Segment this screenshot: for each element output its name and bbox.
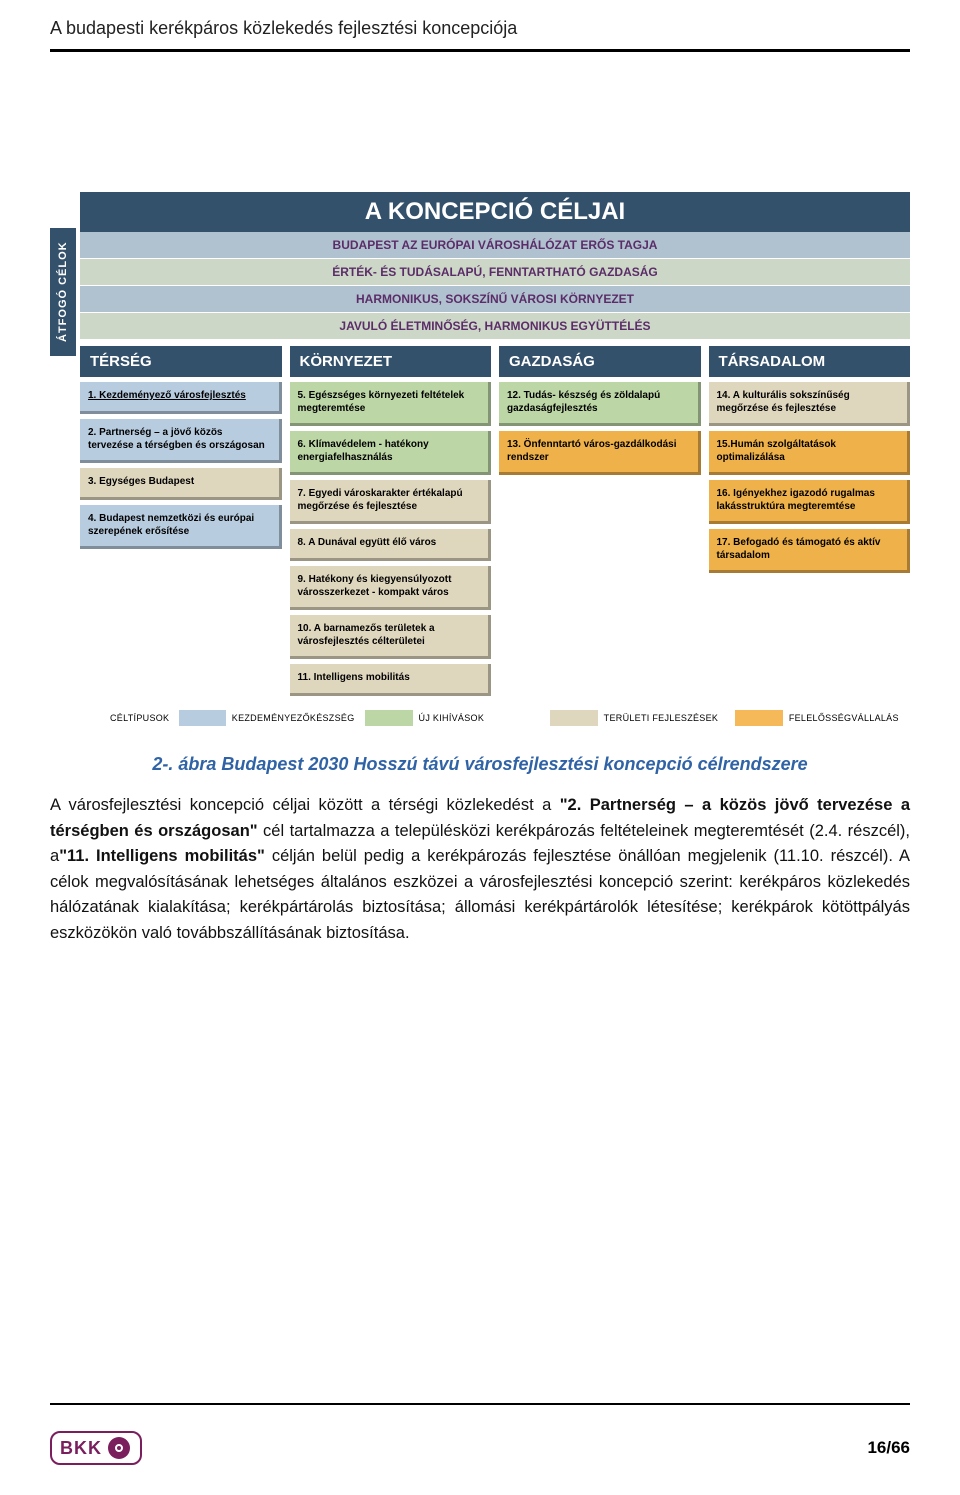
diagram-column: TÉRSÉG 1. Kezdeményező városfejlesztés 2. … [80,346,282,696]
goal-card: 5. Egészséges környezeti feltételek megt… [290,382,492,426]
goal-card: 12. Tudás- készség és zöldalapú gazdaság… [499,382,701,426]
page-header-title: A budapesti kerékpáros közlekedés fejles… [0,0,960,47]
page-number: 16/66 [867,1438,910,1458]
logo-circle-icon [108,1437,130,1459]
legend-swatch [365,710,413,726]
column-header: TÉRSÉG [80,346,282,377]
logo-text: BKK [60,1438,102,1459]
atfogo-row: HARMONIKUS, SOKSZÍNŰ VÁROSI KÖRNYEZET [80,286,910,313]
goal-card: 10. A barnamezős területek a városfejles… [290,615,492,659]
goal-card: 3. Egységes Budapest [80,468,282,500]
goal-card: 14. A kulturális sokszínűség megőrzése é… [709,382,911,426]
atfogo-row: ÉRTÉK- ÉS TUDÁSALAPÚ, FENNTARTHATÓ GAZDA… [80,259,910,286]
column-header: GAZDASÁG [499,346,701,377]
atfogo-row: JAVULÓ ÉLETMINŐSÉG, HARMONIKUS EGYÜTTÉLÉ… [80,313,910,340]
concept-diagram: ÁTFOGÓ CÉLOK A KONCEPCIÓ CÉLJAI BUDAPEST… [50,192,910,726]
goal-card: 1. Kezdeményező városfejlesztés [80,382,282,414]
legend-item: FELELŐSSÉGVÁLLALÁS [735,710,910,726]
goal-card: 17. Befogadó és támogató és aktív társad… [709,529,911,573]
column-header: TÁRSADALOM [709,346,911,377]
goal-card: 7. Egyedi városkarakter értékalapú megőr… [290,480,492,524]
figure-caption: 2-. ábra Budapest 2030 Hosszú távú város… [50,754,910,775]
sidebar-atfogo-label: ÁTFOGÓ CÉLOK [50,228,76,356]
body-paragraph: A városfejlesztési koncepció céljai közö… [50,793,910,946]
legend-item-label: TERÜLETI FEJLESZÉSEK [604,713,719,723]
goal-card: 15.Humán szolgáltatások optimalizálása [709,431,911,475]
legend-item: ÚJ KIHÍVÁSOK [365,710,540,726]
legend-swatch [179,710,225,726]
bkk-logo: BKK [50,1431,142,1465]
legend-item: TERÜLETI FEJLESZÉSEK [550,710,725,726]
goal-card: 6. Klímavédelem - hatékony energiafelhas… [290,431,492,475]
legend: CÉLTÍPUSOK KEZDEMÉNYEZŐKÉSZSÉG ÚJ KIHÍVÁSO… [110,710,910,726]
diagram-title: A KONCEPCIÓ CÉLJAI [80,192,910,232]
diagram-column: GAZDASÁG 12. Tudás- készség és zöldalapú … [499,346,701,696]
legend-item-label: ÚJ KIHÍVÁSOK [419,713,485,723]
column-header: KÖRNYEZET [290,346,492,377]
legend-swatch [735,710,783,726]
legend-swatch [550,710,598,726]
goal-card: 13. Önfenntartó város-gazdálkodási rends… [499,431,701,475]
legend-item-label: FELELŐSSÉGVÁLLALÁS [789,713,899,723]
legend-item-label: KEZDEMÉNYEZŐKÉSZSÉG [232,713,355,723]
goal-card: 8. A Dunával együtt élő város [290,529,492,561]
goal-card: 16. Igényekhez igazodó rugalmas lakásstr… [709,480,911,524]
diagram-column: KÖRNYEZET 5. Egészséges környezeti feltét… [290,346,492,696]
goal-card: 4. Budapest nemzetközi és európai szerep… [80,505,282,549]
atfogo-row: BUDAPEST AZ EURÓPAI VÁROSHÁLÓZAT ERŐS TA… [80,232,910,259]
goal-card: 9. Hatékony és kiegyensúlyozott várossze… [290,566,492,610]
diagram-columns: TÉRSÉG 1. Kezdeményező városfejlesztés 2. … [80,346,910,696]
atfogo-rows: BUDAPEST AZ EURÓPAI VÁROSHÁLÓZAT ERŐS TA… [80,232,910,340]
goal-card: 2. Partnerség – a jövő közös tervezése a… [80,419,282,463]
diagram-column: TÁRSADALOM 14. A kulturális sokszínűség m… [709,346,911,696]
footer-rule [50,1403,910,1405]
legend-item: KEZDEMÉNYEZŐKÉSZSÉG [179,710,354,726]
header-rule [50,49,910,52]
goal-card: 11. Intelligens mobilitás [290,664,492,696]
legend-type-label: CÉLTÍPUSOK [110,713,169,723]
page-footer: BKK 16/66 [50,1431,910,1465]
